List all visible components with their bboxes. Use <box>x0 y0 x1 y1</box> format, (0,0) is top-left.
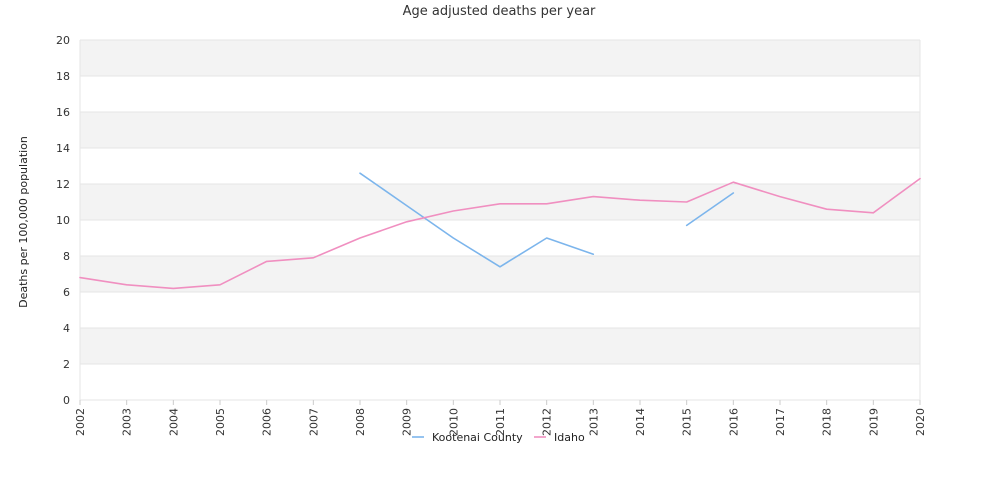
x-tick-label: 2019 <box>867 408 880 436</box>
plot-band <box>80 112 920 148</box>
y-tick-label: 6 <box>63 286 70 299</box>
x-tick-label: 2018 <box>821 408 834 436</box>
legend-item-idaho[interactable]: Idaho <box>534 431 585 444</box>
x-tick-label: 2011 <box>494 408 507 436</box>
legend-label: Kootenai County <box>432 431 523 444</box>
x-tick-label: 2009 <box>401 408 414 436</box>
series-line-idaho[interactable] <box>79 177 921 290</box>
y-tick-label: 14 <box>56 142 70 155</box>
y-tick-label: 16 <box>56 106 70 119</box>
series-lines <box>79 172 921 290</box>
x-tick-label: 2012 <box>541 408 554 436</box>
plot-band <box>80 292 920 328</box>
plot-band <box>80 328 920 364</box>
chart-title: Age adjusted deaths per year <box>403 4 596 19</box>
legend[interactable]: Kootenai County Idaho <box>412 431 585 444</box>
plot-band <box>80 184 920 220</box>
plot-band <box>80 76 920 112</box>
x-tick-label: 2017 <box>774 408 787 436</box>
x-tick-label: 2008 <box>354 408 367 436</box>
y-tick-label: 18 <box>56 70 70 83</box>
x-tick-label: 2020 <box>914 408 927 436</box>
y-axis-ticks: 0 2 4 6 8 10 12 14 16 18 20 <box>56 34 70 407</box>
x-tick-label: 2007 <box>307 408 320 436</box>
y-tick-label: 0 <box>63 394 70 407</box>
y-tick-label: 20 <box>56 34 70 47</box>
plot-band <box>80 220 920 256</box>
y-tick-label: 12 <box>56 178 70 191</box>
x-tick-label: 2006 <box>261 408 274 436</box>
y-axis-label: Deaths per 100,000 population <box>17 136 30 308</box>
plot-background-bands <box>80 40 920 400</box>
x-tick-label: 2005 <box>214 408 227 436</box>
y-tick-label: 10 <box>56 214 70 227</box>
y-tick-label: 4 <box>63 322 70 335</box>
x-tick-label: 2013 <box>587 408 600 436</box>
x-tick-label: 2014 <box>634 408 647 436</box>
legend-label: Idaho <box>554 431 585 444</box>
legend-item-kootenai-county[interactable]: Kootenai County <box>412 431 523 444</box>
x-tick-label: 2015 <box>681 408 694 436</box>
y-tick-label: 8 <box>63 250 70 263</box>
x-tick-label: 2002 <box>74 408 87 436</box>
plot-band <box>80 40 920 76</box>
x-axis-ticks: 2002 2003 2004 2005 2006 2007 2008 2009 2010 2011… <box>74 400 927 436</box>
y-tick-label: 2 <box>63 358 70 371</box>
x-tick-label: 2016 <box>727 408 740 436</box>
x-tick-label: 2010 <box>447 408 460 436</box>
plot-band <box>80 256 920 292</box>
series-line-kootenai-county[interactable] <box>359 172 735 268</box>
x-tick-label: 2004 <box>167 408 180 436</box>
plot-band <box>80 148 920 184</box>
plot-band <box>80 364 920 400</box>
x-tick-label: 2003 <box>121 408 134 436</box>
